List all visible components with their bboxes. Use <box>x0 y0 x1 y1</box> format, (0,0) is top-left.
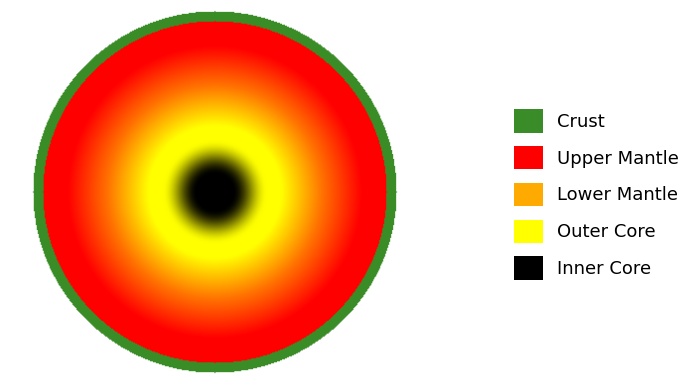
Legend: Crust, Upper Mantle, Lower Mantle, Outer Core, Inner Core: Crust, Upper Mantle, Lower Mantle, Outer… <box>505 100 688 289</box>
